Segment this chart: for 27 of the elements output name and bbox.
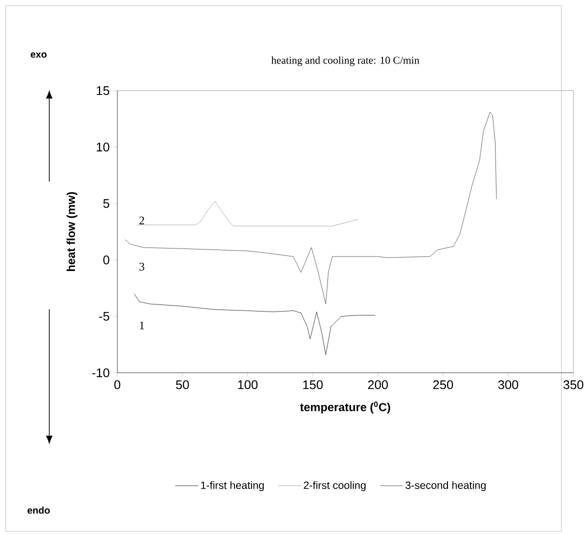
- x-tick-label: 100: [238, 380, 258, 390]
- chart-title: heating and cooling rate: 10 C/min: [271, 56, 420, 66]
- y-tick-label: -10: [92, 368, 110, 378]
- annotation: 1: [140, 321, 144, 330]
- x-tick-label: 350: [563, 380, 584, 390]
- text: exo: [30, 52, 47, 58]
- annotation: 2: [139, 216, 144, 224]
- y-tick-label: 0: [103, 255, 110, 264]
- x-tick-label: 300: [498, 380, 518, 390]
- legend-label: 1-first heating: [201, 481, 264, 491]
- x-tick-label: 50: [176, 380, 189, 390]
- x-tick-label: 250: [433, 380, 454, 390]
- legend-label: 3-second heating: [406, 481, 486, 491]
- y-tick-label: 5: [103, 198, 110, 208]
- line-series: [134, 293, 376, 355]
- y-tick-label: 15: [96, 86, 110, 95]
- text: endo: [28, 506, 50, 514]
- y-tick-label: -5: [99, 312, 110, 321]
- line-series: [136, 200, 359, 226]
- x-tick-label: 0: [114, 380, 120, 390]
- x-tick-label: 200: [368, 380, 388, 390]
- y-tick-label: 10: [96, 142, 110, 152]
- annotation: 3: [139, 262, 144, 270]
- x-axis-title: temperature ($^{0}$C): [300, 401, 390, 414]
- y-axis-title: heat flow (mw): [66, 192, 78, 271]
- x-tick-label: 150: [303, 380, 323, 390]
- legend-label: 2-first cooling: [304, 481, 366, 491]
